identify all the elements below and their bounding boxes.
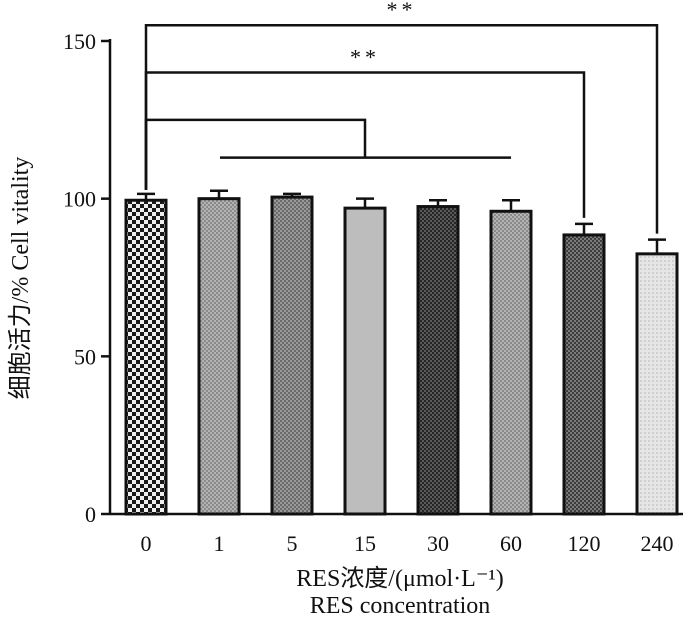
y-tick-label-0: 0 bbox=[85, 502, 96, 527]
x-ticks: 0 1 5 15 30 60 120 240 bbox=[141, 531, 674, 556]
bar-0 bbox=[124, 198, 168, 516]
x-tick-label-5: 5 bbox=[287, 531, 298, 556]
bar-15 bbox=[343, 206, 387, 516]
x-tick-label-60: 60 bbox=[500, 531, 522, 556]
bar-30 bbox=[416, 205, 460, 516]
y-tick-label-150: 150 bbox=[63, 29, 96, 54]
bar-120 bbox=[562, 233, 606, 516]
sig-label-7: ** bbox=[387, 0, 417, 22]
x-axis-title-line2: RES concentration bbox=[310, 593, 491, 618]
x-tick-label-30: 30 bbox=[427, 531, 449, 556]
y-tick-label-100: 100 bbox=[63, 187, 96, 212]
x-tick-label-1: 1 bbox=[214, 531, 225, 556]
sig-bracket-group bbox=[144, 118, 367, 190]
y-tick-label-50: 50 bbox=[74, 344, 96, 369]
error-bars-layer bbox=[137, 189, 666, 254]
x-axis-title-line1: RES浓度/(μmol·L⁻¹) bbox=[296, 565, 503, 592]
y-ticks: 0 50 100 150 bbox=[63, 29, 110, 527]
bar-240 bbox=[635, 252, 679, 516]
sig-label-6: ** bbox=[350, 45, 380, 70]
x-tick-label-0: 0 bbox=[141, 531, 152, 556]
bar-5 bbox=[270, 195, 314, 516]
bar-60 bbox=[489, 209, 533, 516]
y-axis-title: 细胞活力/% Cell vitality bbox=[7, 157, 34, 400]
bar-1 bbox=[197, 197, 241, 516]
significance-brackets: ** ** bbox=[144, 0, 659, 234]
sig-bracket-7 bbox=[144, 23, 659, 234]
x-tick-label-15: 15 bbox=[354, 531, 376, 556]
x-tick-label-120: 120 bbox=[568, 531, 601, 556]
bars-layer bbox=[124, 195, 679, 516]
x-tick-label-240: 240 bbox=[641, 531, 674, 556]
